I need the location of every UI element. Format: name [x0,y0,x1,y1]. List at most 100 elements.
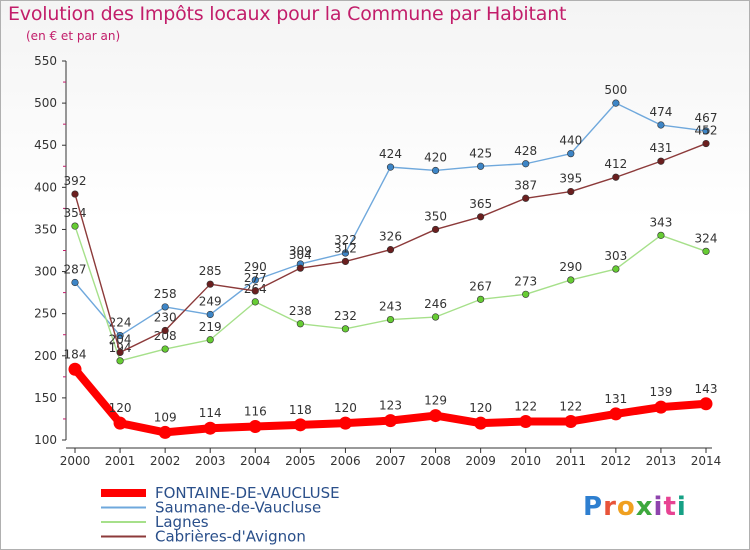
data-label-fontaine-de-vaucluse: 143 [695,382,718,396]
data-point-fontaine-de-vaucluse [654,400,668,414]
data-point-lagnes [296,320,304,328]
data-label-lagnes: 194 [109,341,132,355]
data-point-cabrieres-d-avignon [296,264,304,272]
data-point-cabrieres-d-avignon [657,157,665,165]
data-label-fontaine-de-vaucluse: 122 [559,399,582,413]
data-label-saumane-de-vaucluse: 224 [109,316,132,330]
data-point-lagnes [341,325,350,333]
data-point-saumane-de-vaucluse [612,99,620,107]
data-point-saumane-de-vaucluse [71,278,79,287]
data-point-fontaine-de-vaucluse [248,420,262,434]
data-label-cabrieres-d-avignon: 350 [424,209,447,223]
data-label-lagnes: 354 [64,206,87,220]
y-tick-label: 450 [34,138,57,152]
data-point-saumane-de-vaucluse [657,121,665,129]
data-point-saumane-de-vaucluse [477,162,485,170]
data-point-fontaine-de-vaucluse [158,425,172,439]
data-point-saumane-de-vaucluse [431,166,440,175]
data-label-cabrieres-d-avignon: 230 [154,311,177,325]
x-tick-label: 2013 [646,454,677,468]
data-point-lagnes [522,290,530,298]
x-tick-label: 2003 [195,454,226,468]
data-label-saumane-de-vaucluse: 440 [559,134,582,148]
data-point-cabrieres-d-avignon [71,190,79,198]
data-point-lagnes [657,231,665,239]
x-tick-label: 2008 [420,454,451,468]
data-label-saumane-de-vaucluse: 249 [199,295,222,309]
data-label-cabrieres-d-avignon: 204 [109,332,132,346]
data-label-lagnes: 267 [469,279,492,293]
data-label-fontaine-de-vaucluse: 120 [109,401,132,415]
data-label-saumane-de-vaucluse: 258 [154,287,177,301]
data-label-fontaine-de-vaucluse: 120 [334,401,357,415]
data-point-lagnes [477,295,485,303]
data-label-cabrieres-d-avignon: 277 [244,271,267,285]
data-label-fontaine-de-vaucluse: 123 [379,399,402,413]
x-tick-label: 2005 [285,454,316,468]
data-point-lagnes [71,222,79,230]
data-label-cabrieres-d-avignon: 431 [649,141,672,155]
legend-label-cabrieres-d-avignon: Cabrières-d'Avignon [155,528,306,546]
data-point-cabrieres-d-avignon [522,194,530,202]
data-label-saumane-de-vaucluse: 467 [695,111,718,125]
y-tick-label: 400 [34,180,57,194]
data-label-saumane-de-vaucluse: 290 [244,260,267,274]
y-tick-label: 150 [34,391,57,405]
x-tick-label: 2014 [691,454,722,468]
data-label-lagnes: 219 [199,320,222,334]
data-label-fontaine-de-vaucluse: 131 [604,392,627,406]
data-point-cabrieres-d-avignon [251,287,259,295]
data-point-fontaine-de-vaucluse [203,421,217,435]
data-label-lagnes: 303 [604,249,627,263]
x-tick-label: 2006 [330,454,361,468]
chart-subtitle: (en € et par an) [26,29,121,43]
data-point-cabrieres-d-avignon [431,225,440,234]
x-tick-label: 2002 [150,454,181,468]
data-label-fontaine-de-vaucluse: 122 [514,399,537,413]
data-label-fontaine-de-vaucluse: 116 [244,405,267,419]
logo-letter: i [676,492,687,522]
x-tick-label: 2012 [601,454,632,468]
data-point-saumane-de-vaucluse [116,331,124,340]
data-label-fontaine-de-vaucluse: 114 [199,406,222,420]
data-point-saumane-de-vaucluse [386,163,395,171]
y-tick-label: 500 [34,96,57,110]
data-label-cabrieres-d-avignon: 387 [514,178,537,192]
data-label-cabrieres-d-avignon: 412 [604,157,627,171]
data-point-cabrieres-d-avignon [567,187,575,196]
data-point-cabrieres-d-avignon [612,173,620,181]
data-point-lagnes [702,247,710,255]
data-point-saumane-de-vaucluse [161,303,169,311]
data-label-lagnes: 238 [289,304,312,318]
data-point-fontaine-de-vaucluse [113,416,127,430]
data-point-fontaine-de-vaucluse [429,409,443,423]
data-label-cabrieres-d-avignon: 312 [334,241,357,255]
legend-label-lagnes: Lagnes [155,513,209,531]
legend-label-fontaine-de-vaucluse: FONTAINE-DE-VAUCLUSE [155,484,340,502]
data-point-cabrieres-d-avignon [116,348,124,357]
data-label-saumane-de-vaucluse: 474 [649,105,672,119]
data-point-saumane-de-vaucluse [251,276,259,284]
data-point-saumane-de-vaucluse [567,150,575,158]
data-point-fontaine-de-vaucluse [474,416,488,430]
data-label-fontaine-de-vaucluse: 120 [469,401,492,415]
data-label-cabrieres-d-avignon: 392 [64,174,87,188]
logo-letter: o [616,492,636,522]
y-tick-label: 350 [34,222,57,236]
data-point-fontaine-de-vaucluse [519,414,533,428]
data-point-saumane-de-vaucluse [341,249,350,257]
y-tick-label: 250 [34,307,57,321]
proxiti-logo: Proxiti [583,492,687,522]
y-tick-label: 300 [34,265,57,279]
data-label-cabrieres-d-avignon: 365 [469,197,492,211]
x-tick-label: 2011 [556,454,587,468]
data-label-saumane-de-vaucluse: 322 [334,233,357,247]
data-label-saumane-de-vaucluse: 425 [469,146,492,160]
data-label-saumane-de-vaucluse: 424 [379,147,402,161]
data-label-cabrieres-d-avignon: 395 [559,172,582,186]
logo-letter: i [653,492,664,522]
data-point-lagnes [206,336,214,344]
data-point-fontaine-de-vaucluse [338,416,352,430]
data-label-saumane-de-vaucluse: 420 [424,150,447,164]
